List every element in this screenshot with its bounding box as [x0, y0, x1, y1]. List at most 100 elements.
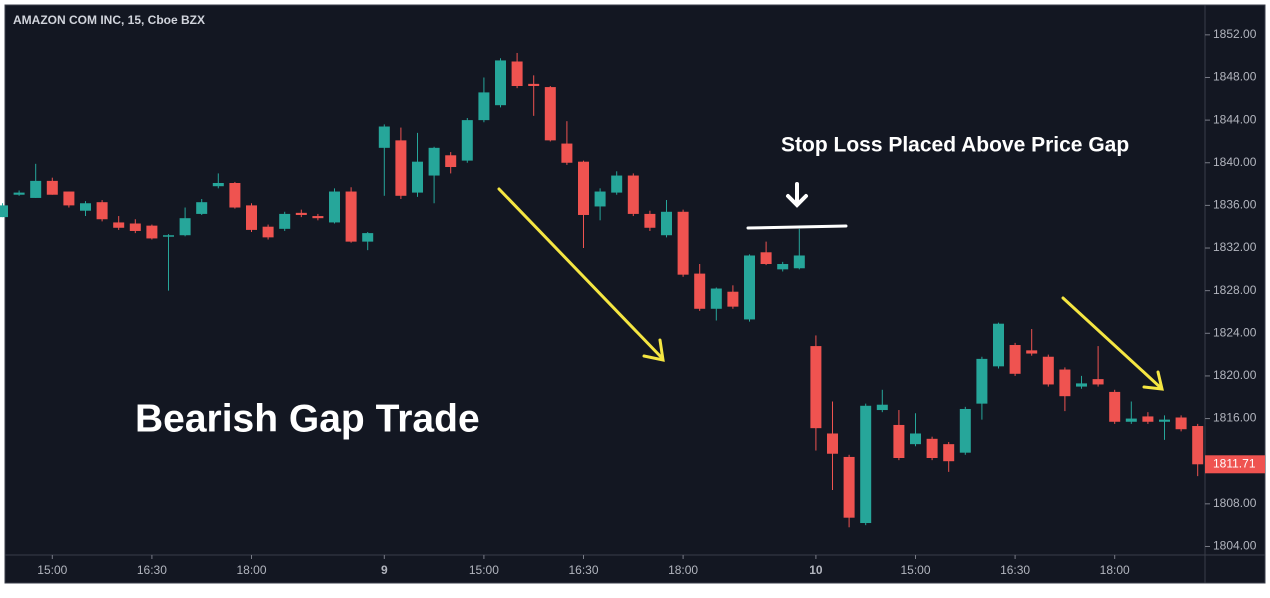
- candle-body: [163, 235, 174, 237]
- trend-arrow-head: [1142, 370, 1164, 391]
- candle-body: [312, 216, 324, 219]
- candle-body: [478, 92, 490, 121]
- y-tick-label: 1816.00: [1213, 411, 1257, 425]
- x-tick-label: 18:00: [1100, 563, 1130, 577]
- candle-body: [96, 202, 108, 220]
- candle-body: [594, 191, 606, 207]
- candle-body: [777, 264, 789, 270]
- annotation: Bearish Gap Trade: [135, 397, 480, 440]
- candle-body: [627, 175, 639, 214]
- y-tick-label: 1804.00: [1213, 539, 1257, 553]
- x-tick-label: 18:00: [668, 563, 698, 577]
- candle-body: [461, 120, 473, 161]
- candle-body: [578, 161, 589, 215]
- candle-body: [910, 433, 921, 445]
- x-tick-label: 10: [809, 563, 823, 577]
- candle-body: [1192, 426, 1204, 465]
- candle-body: [827, 433, 838, 454]
- y-tick-label: 1820.00: [1213, 368, 1257, 382]
- candle-body: [13, 192, 25, 195]
- chart-panel: [4, 4, 1266, 584]
- candle-body: [80, 203, 91, 211]
- candle-body: [46, 180, 58, 195]
- candle-body: [1142, 416, 1154, 422]
- candle-body: [1009, 345, 1021, 374]
- candle-body: [412, 161, 423, 193]
- candle-body: [1125, 418, 1137, 422]
- candle-body: [0, 205, 8, 218]
- x-tick-label: 16:30: [1000, 563, 1030, 577]
- candle-body: [727, 291, 739, 307]
- candle-body: [262, 226, 274, 238]
- candle-body: [810, 346, 822, 429]
- y-tick-label: 1844.00: [1213, 112, 1257, 126]
- trend-arrow: [497, 187, 664, 360]
- candle-body: [976, 358, 988, 404]
- candle-body: [511, 61, 523, 87]
- candle-body: [30, 180, 42, 198]
- chart-title: AMAZON COM INC, 15, Cboe BZX: [13, 13, 205, 27]
- x-tick-label: 16:30: [568, 563, 598, 577]
- candle-body: [644, 213, 656, 228]
- trend-arrow-head: [642, 338, 665, 362]
- annotation: Stop Loss Placed Above Price Gap: [781, 134, 1129, 157]
- candle-body: [1175, 417, 1187, 430]
- candle-body: [677, 211, 689, 275]
- candle-body: [495, 60, 506, 106]
- candle-body: [196, 202, 208, 214]
- candle-body: [843, 456, 855, 518]
- candle-body: [362, 233, 374, 242]
- candle-body: [295, 212, 307, 215]
- y-tick-label: 1832.00: [1213, 240, 1257, 254]
- candle-body: [661, 211, 672, 236]
- candle-body: [129, 223, 141, 231]
- candle-body: [1076, 383, 1087, 387]
- candle-body: [943, 444, 955, 462]
- y-tick-label: 1808.00: [1213, 496, 1257, 510]
- candle-body: [544, 87, 556, 141]
- candle-body: [1042, 356, 1054, 385]
- stop-loss-line: [746, 224, 848, 230]
- candle-body: [229, 183, 241, 208]
- last-price-tag: [1205, 455, 1265, 474]
- y-tick-label: 1828.00: [1213, 283, 1257, 297]
- candle-body: [1059, 369, 1071, 397]
- candle-body: [395, 140, 407, 196]
- candle-body: [694, 273, 706, 309]
- x-tick-label: 16:30: [137, 563, 167, 577]
- candle-body: [246, 205, 257, 230]
- candle-body: [345, 191, 357, 242]
- x-tick-label: 15:00: [469, 563, 499, 577]
- candle-body: [760, 252, 772, 265]
- y-tick-label: 1840.00: [1213, 155, 1257, 169]
- candles: [0, 52, 1204, 528]
- y-tick-label: 1836.00: [1213, 198, 1257, 212]
- candle-body: [1092, 379, 1104, 385]
- arrows: [497, 182, 1164, 391]
- candle-body: [926, 438, 938, 459]
- candle-body: [1026, 350, 1038, 354]
- candle-body: [428, 147, 440, 176]
- candle-body: [993, 323, 1004, 367]
- y-tick-label: 1848.00: [1213, 70, 1257, 84]
- candle-body: [876, 404, 888, 411]
- candle-body: [113, 222, 125, 228]
- candle-body: [1109, 391, 1121, 422]
- candle-body: [611, 175, 623, 193]
- last-price-label: 1811.71: [1213, 456, 1256, 470]
- pointer-arrow-head: [786, 194, 808, 208]
- candle-body: [329, 191, 340, 223]
- candle-body: [528, 83, 540, 87]
- candle-body: [179, 218, 191, 236]
- x-tick-label: 9: [381, 563, 388, 577]
- x-tick-label: 15:00: [37, 563, 67, 577]
- candle-body: [212, 183, 224, 187]
- candle-body: [378, 126, 390, 148]
- candle-body: [561, 143, 573, 163]
- y-tick-label: 1852.00: [1213, 27, 1257, 41]
- y-tick-label: 1824.00: [1213, 325, 1257, 339]
- candle-body: [744, 255, 755, 320]
- candle-body: [445, 155, 457, 168]
